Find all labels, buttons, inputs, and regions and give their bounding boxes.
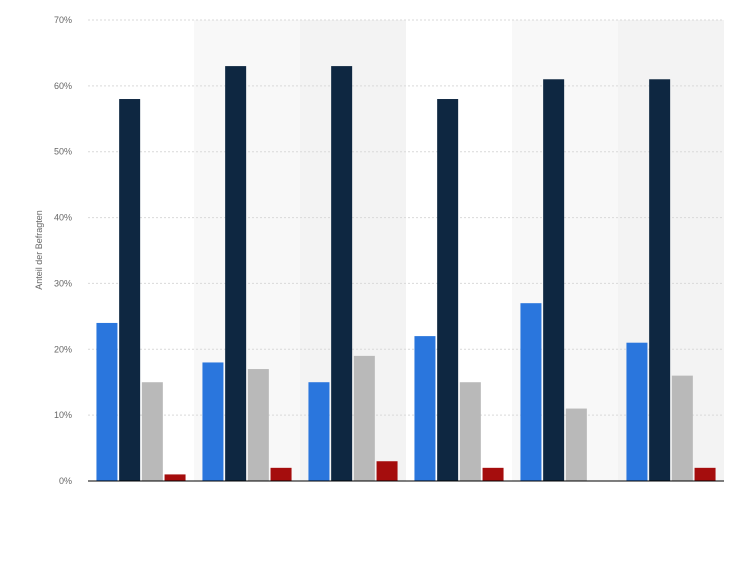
y-tick-label: 60% (54, 81, 72, 91)
bar[interactable] (164, 474, 186, 481)
bars (96, 66, 716, 482)
grid-lines (88, 19, 724, 416)
bar[interactable] (671, 375, 693, 481)
y-tick-label: 30% (54, 278, 72, 288)
bar[interactable] (376, 461, 398, 481)
bar[interactable] (353, 355, 375, 481)
bar[interactable] (694, 467, 716, 481)
y-tick-label: 20% (54, 344, 72, 354)
bar[interactable] (270, 467, 292, 481)
bar[interactable] (308, 382, 330, 481)
y-tick-label: 50% (54, 147, 72, 157)
bar[interactable] (225, 66, 247, 481)
bar[interactable] (119, 99, 141, 482)
bar[interactable] (543, 79, 565, 482)
y-tick-label: 40% (54, 213, 72, 223)
y-axis-ticks: 0% 10% 20% 30% 40% 50% 60% 70% (54, 15, 72, 486)
y-tick-label: 10% (54, 410, 72, 420)
bar[interactable] (482, 467, 504, 481)
y-axis-label: Anteil der Befragten (34, 210, 44, 290)
y-tick-label: 70% (54, 15, 72, 25)
bar[interactable] (520, 303, 542, 481)
bar[interactable] (247, 369, 269, 481)
bar[interactable] (96, 322, 118, 481)
bar[interactable] (202, 362, 224, 481)
bar[interactable] (565, 408, 587, 481)
bar[interactable] (649, 79, 671, 482)
bar[interactable] (414, 336, 436, 481)
bar[interactable] (437, 99, 459, 482)
y-tick-label: 0% (59, 476, 72, 486)
bar[interactable] (141, 382, 163, 481)
bar[interactable] (626, 342, 648, 481)
bar[interactable] (331, 66, 353, 481)
bar[interactable] (459, 382, 481, 481)
